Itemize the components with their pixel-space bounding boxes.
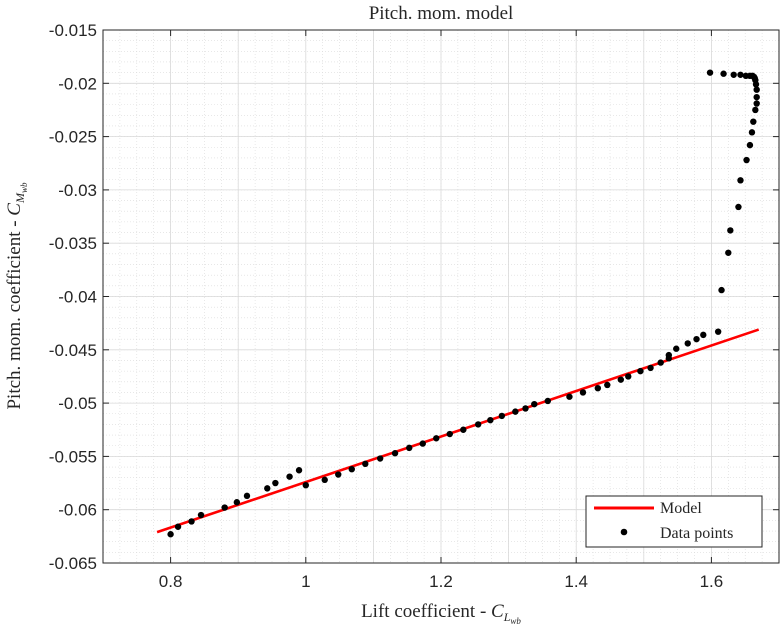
x-tick-label: 1.4 <box>564 572 588 591</box>
data-point <box>730 71 737 78</box>
y-axis-title-text: Pitch. mom. coefficient - <box>4 216 25 410</box>
data-point <box>617 376 625 383</box>
data-point <box>335 471 342 478</box>
data-point <box>544 397 552 405</box>
data-point <box>498 412 506 420</box>
data-point <box>188 518 195 525</box>
y-tick-label: -0.05 <box>58 394 97 413</box>
y-axis-title: Pitch. mom. coefficient - CMwb <box>4 182 29 410</box>
data-point <box>714 328 722 335</box>
data-point <box>752 106 759 114</box>
data-point <box>684 340 691 347</box>
data-point <box>264 485 271 492</box>
x-axis-title-sub: L <box>503 610 511 624</box>
data-point <box>531 400 538 408</box>
legend-box <box>585 495 763 548</box>
data-point <box>460 426 467 433</box>
data-point <box>700 331 707 339</box>
data-point <box>167 531 174 538</box>
data-point <box>362 460 369 468</box>
data-point <box>566 393 573 400</box>
data-point <box>321 476 328 484</box>
x-tick-label: 1 <box>301 572 310 591</box>
x-axis-title-symbol: C <box>491 601 504 622</box>
y-axis-title-sub: M <box>13 192 27 204</box>
data-point <box>579 389 587 396</box>
data-point <box>512 408 519 415</box>
data-point <box>725 249 732 256</box>
data-point <box>419 440 426 447</box>
data-point <box>433 435 440 442</box>
data-point <box>174 523 182 530</box>
data-point <box>647 364 654 372</box>
data-point <box>718 286 725 294</box>
data-point <box>446 430 453 438</box>
data-point <box>750 118 757 125</box>
y-tick-label: -0.035 <box>49 234 97 253</box>
y-tick-label: -0.03 <box>58 181 97 200</box>
data-point <box>748 129 756 136</box>
y-tick-label: -0.015 <box>49 21 97 40</box>
data-point <box>594 384 602 392</box>
data-point <box>742 72 750 80</box>
data-point <box>302 481 309 489</box>
y-tick-label: -0.045 <box>49 341 97 360</box>
x-axis-ticks: 0.8 1 1.2 1.4 1.6 <box>159 30 723 591</box>
x-axis-title: Lift coefficient - CLwb <box>361 601 521 626</box>
plot-content <box>156 69 760 538</box>
legend-model-label: Model <box>660 500 702 517</box>
data-point <box>295 467 303 474</box>
data-point <box>737 177 744 184</box>
data-point <box>197 511 205 519</box>
y-tick-label: -0.06 <box>58 501 97 520</box>
y-axis-title-subsub: wb <box>19 182 29 193</box>
data-point <box>487 416 494 424</box>
data-point <box>233 499 241 506</box>
y-tick-label: -0.02 <box>58 74 97 93</box>
data-point <box>625 373 632 380</box>
data-point <box>720 70 727 77</box>
data-point <box>474 421 482 428</box>
data-point <box>604 381 611 389</box>
y-axis-ticks: -0.065 -0.06 -0.055 -0.05 -0.045 -0.04 -0.035 -… <box>49 21 779 573</box>
data-point <box>406 444 413 452</box>
data-point <box>243 492 251 500</box>
legend-points-swatch <box>620 528 628 536</box>
data-point <box>746 141 754 149</box>
legend-points-label: Data points <box>660 525 733 542</box>
data-point <box>286 473 293 480</box>
data-point <box>665 351 673 359</box>
data-point <box>737 71 744 78</box>
data-point <box>391 450 399 457</box>
data-point <box>727 227 734 234</box>
legend: Model Data points <box>585 495 763 548</box>
y-tick-label: -0.025 <box>49 128 97 147</box>
y-axis-title-symbol: C <box>4 203 25 216</box>
data-point <box>348 465 355 473</box>
y-tick-label: -0.04 <box>58 288 97 307</box>
data-point <box>753 86 760 93</box>
data-point <box>376 455 384 462</box>
data-point <box>735 203 742 211</box>
data-point <box>221 504 228 511</box>
data-point <box>706 69 714 76</box>
data-point <box>693 335 700 343</box>
data-point <box>637 367 644 375</box>
data-point <box>753 93 760 101</box>
chart-title: Pitch. mom. model <box>369 3 514 24</box>
x-axis-title-text: Lift coefficient - <box>361 601 491 622</box>
y-tick-label: -0.055 <box>49 447 97 466</box>
x-tick-label: 1.6 <box>700 572 724 591</box>
data-point <box>743 156 750 164</box>
data-point <box>753 100 760 107</box>
data-point <box>673 345 680 352</box>
y-tick-label: -0.065 <box>49 554 97 573</box>
data-point <box>522 405 529 412</box>
x-axis-title-subsub: wb <box>510 616 521 626</box>
data-point <box>657 359 664 366</box>
x-tick-label: 0.8 <box>159 572 183 591</box>
x-tick-label: 1.2 <box>429 572 453 591</box>
data-point <box>272 479 279 487</box>
